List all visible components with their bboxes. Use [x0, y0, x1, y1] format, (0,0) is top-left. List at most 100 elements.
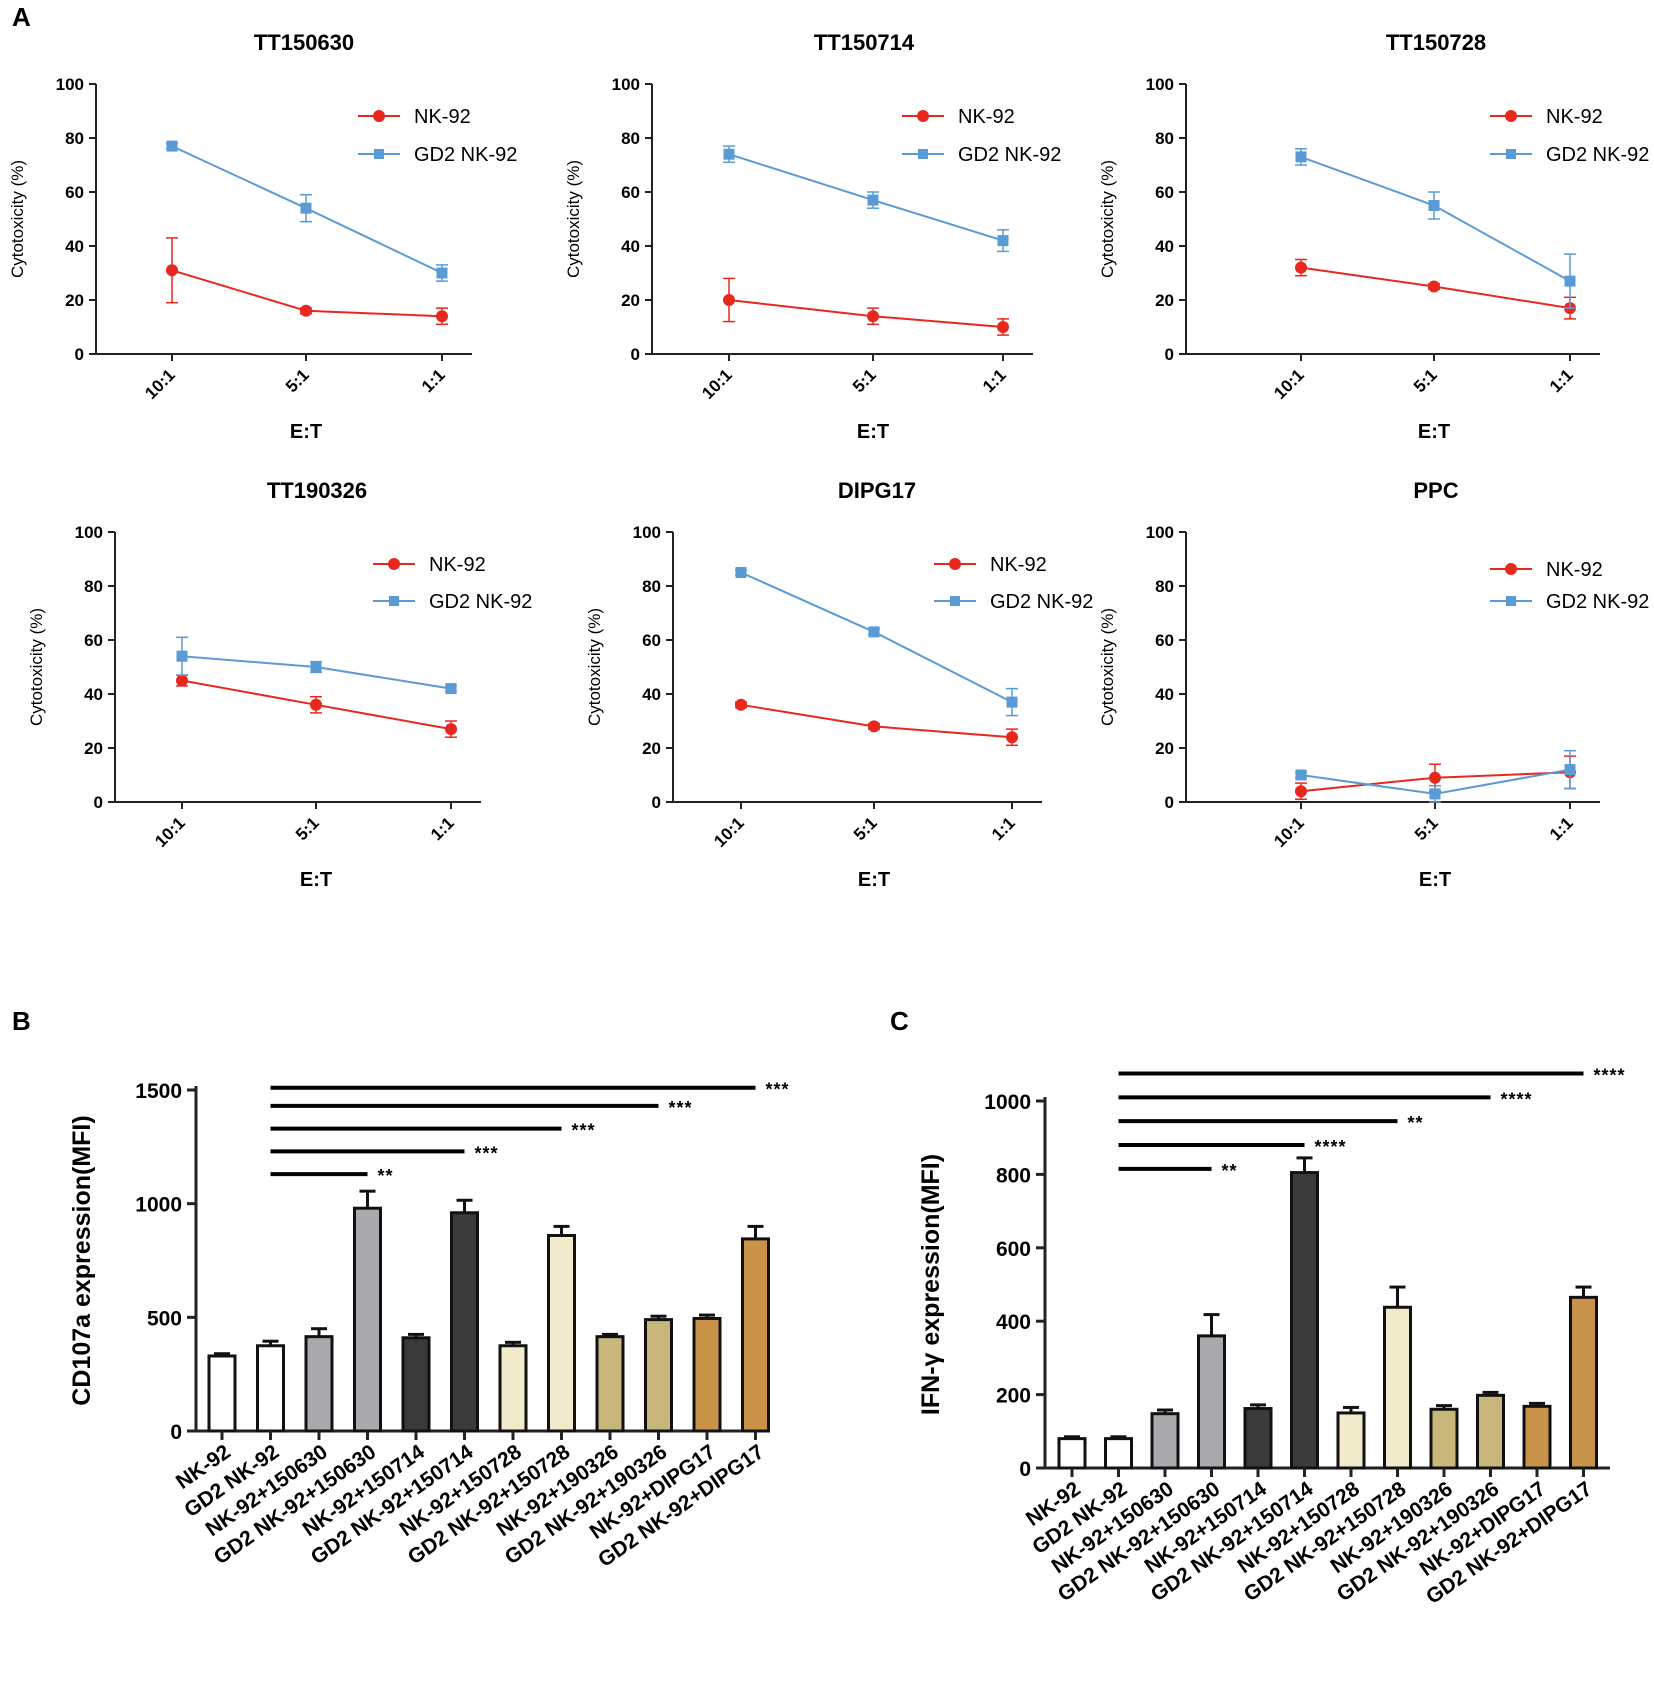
- y-tick-label: 100: [1146, 75, 1174, 94]
- y-tick-label: 60: [621, 183, 640, 202]
- y-tick-label: 600: [996, 1238, 1031, 1261]
- y-tick-label: 40: [1155, 685, 1174, 704]
- data-point: [1295, 151, 1307, 163]
- line-chart-dipg17: DIPG17 0 20 40 60 80 100 10:1 5:1 1:1 Cytotoxicity…: [585, 478, 1093, 891]
- series-gd2-nk92: [1295, 148, 1576, 309]
- chart-title: TT150630: [254, 30, 354, 55]
- bar: [1290, 1171, 1319, 1470]
- y-tick-label: 40: [642, 685, 661, 704]
- y-tick-label: 1000: [135, 1194, 182, 1217]
- data-point: [1295, 785, 1307, 798]
- legend-label: GD2 NK-92: [1546, 591, 1649, 613]
- bar: [1243, 1407, 1273, 1470]
- line-chart-tt190326: TT190326 0 20 40 60 80 100 10:1 5:1 1:1 Cytotoxici…: [27, 478, 532, 891]
- data-point: [1429, 788, 1441, 800]
- x-tick-label: 10:1: [1270, 365, 1307, 402]
- line-chart-tt150714: TT150714 0 20 40 60 80 100 10:1 5:1 1:1 Cytotoxici…: [564, 30, 1061, 443]
- x-axis-label: E:T: [858, 869, 890, 891]
- series-line: [728, 299, 1004, 328]
- significance-label: ****: [1501, 1089, 1533, 1109]
- y-axis-label: Cytotoxicity (%): [1098, 160, 1117, 278]
- significance-label: ****: [1594, 1065, 1626, 1085]
- data-point: [436, 310, 448, 323]
- data-point: [445, 683, 457, 695]
- panel-label-c: C: [890, 1006, 909, 1036]
- y-tick-label: 0: [94, 793, 103, 812]
- charts-layer: TT150630 0 20 40 60 80 100 10:1 5:1 1:1 Cytotoxici…: [8, 30, 1649, 1609]
- significance-label: ***: [766, 1080, 790, 1100]
- y-tick-label: 100: [1146, 523, 1174, 542]
- legend-marker: [389, 596, 399, 606]
- legend-marker: [373, 110, 385, 122]
- legend-label: GD2 NK-92: [414, 144, 517, 166]
- x-tick-label: 1:1: [427, 813, 458, 844]
- bar: [1104, 1437, 1133, 1470]
- bar: [1197, 1334, 1226, 1470]
- bar: [595, 1335, 625, 1433]
- series-nk92: [176, 674, 457, 738]
- y-tick-label: 40: [621, 237, 640, 256]
- x-axis-label: E:T: [290, 421, 322, 443]
- y-tick-label: 60: [1155, 183, 1174, 202]
- y-tick-label: 800: [996, 1164, 1031, 1187]
- x-axis-label: E:T: [1418, 421, 1450, 443]
- data-point: [1429, 771, 1441, 784]
- series-gd2-nk92: [735, 567, 1018, 717]
- significance-label: ***: [475, 1143, 499, 1163]
- y-tick-label: 20: [65, 291, 84, 310]
- y-tick-label: 80: [621, 129, 640, 148]
- x-axis-label: E:T: [300, 869, 332, 891]
- legend-label: NK-92: [990, 554, 1047, 576]
- y-tick-label: 20: [642, 739, 661, 758]
- series-nk92: [166, 237, 448, 326]
- x-tick-label: 1:1: [418, 365, 449, 396]
- significance-label: ****: [1315, 1137, 1347, 1157]
- x-tick-label: 10:1: [141, 365, 178, 402]
- data-point: [867, 194, 879, 206]
- data-point: [176, 674, 188, 687]
- x-tick-label: 10:1: [1270, 813, 1307, 850]
- legend-marker: [918, 149, 928, 159]
- data-point: [1428, 200, 1440, 211]
- line-chart-ppc: PPC 0 20 40 60 80 100 10:1 5:1 1:1 Cytotoxicity (%…: [1098, 478, 1649, 891]
- y-tick-label: 60: [65, 183, 84, 202]
- y-axis-label: Cytotoxicity (%): [564, 160, 583, 278]
- bar: [1057, 1437, 1087, 1470]
- x-tick-label: 1:1: [979, 365, 1010, 396]
- data-point: [723, 148, 735, 160]
- legend-label: NK-92: [414, 106, 471, 128]
- series-gd2-nk92: [723, 145, 1009, 253]
- y-tick-label: 100: [612, 75, 640, 94]
- x-tick-label: 10:1: [710, 813, 747, 850]
- data-point: [997, 321, 1009, 333]
- x-tick-label: 5:1: [282, 365, 313, 396]
- y-tick-label: 100: [56, 75, 84, 94]
- significance-label: ***: [669, 1098, 693, 1118]
- y-tick-label: 100: [633, 523, 661, 542]
- data-point: [735, 698, 747, 711]
- significance-label: **: [378, 1166, 394, 1186]
- bar: [1336, 1411, 1366, 1470]
- legend-label: NK-92: [958, 106, 1015, 128]
- legend-entry: NK-92: [902, 106, 1015, 128]
- data-point: [436, 267, 448, 279]
- y-axis-label: Cytotoxicity (%): [8, 160, 27, 278]
- line-chart-tt150630: TT150630 0 20 40 60 80 100 10:1 5:1 1:1 Cytotoxici…: [8, 30, 517, 443]
- y-tick-label: 80: [1155, 577, 1174, 596]
- bar: [1522, 1404, 1552, 1470]
- y-axis-label: Cytotoxicity (%): [1098, 608, 1117, 726]
- x-tick-label: 10:1: [151, 813, 188, 850]
- y-tick-label: 40: [1155, 237, 1174, 256]
- x-tick-label: 5:1: [850, 813, 881, 844]
- bar: [1150, 1412, 1180, 1470]
- legend-entry: NK-92: [1490, 106, 1603, 128]
- legend-label: GD2 NK-92: [1546, 144, 1649, 166]
- y-tick-label: 100: [75, 523, 103, 542]
- y-tick-label: 20: [621, 291, 640, 310]
- series-gd2-nk92: [166, 140, 448, 282]
- series-gd2-nk92: [1295, 749, 1576, 803]
- data-point: [300, 304, 312, 317]
- significance-label: ***: [572, 1121, 596, 1141]
- x-tick-label: 5:1: [1410, 365, 1441, 396]
- data-point: [1006, 696, 1018, 708]
